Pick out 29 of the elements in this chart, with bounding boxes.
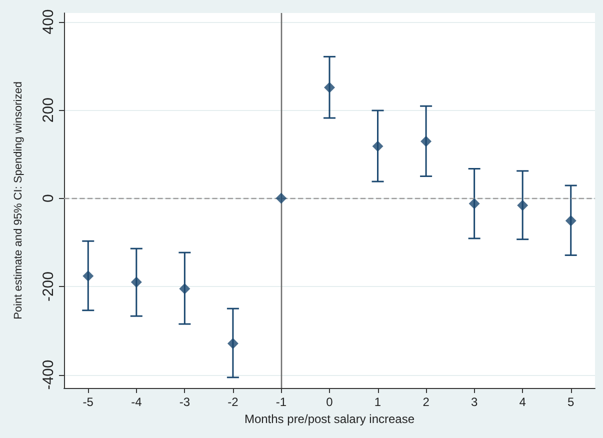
y-tick-label: 200 [40,98,57,123]
x-tick-label: 0 [326,395,334,409]
point [82,270,94,282]
point [565,215,576,226]
point [517,200,528,211]
point [372,140,384,152]
x-tick-label: -1 [276,395,287,409]
x-tick-label: 2 [422,395,430,409]
point [420,136,432,147]
x-tick-label: -4 [131,395,142,409]
x-tick-label: 1 [374,395,382,409]
y-tick-label: 400 [40,9,57,34]
y-tick-label: -400 [40,360,57,390]
x-tick-label: -5 [82,395,94,409]
y-axis-title: Point estimate and 95% CI: Spending winsorized [12,82,24,320]
x-tick-label: 3 [470,395,478,409]
y-tick-label: -200 [40,272,57,302]
x-tick-label: 5 [568,395,575,409]
x-tick-label: -3 [179,395,190,409]
y-tick-label: 0 [40,194,57,202]
x-tick-label: -2 [228,395,239,409]
x-axis-title: Months pre/post salary increase [244,412,415,426]
point [130,276,142,288]
point [227,338,238,349]
point [179,283,190,294]
x-tick-label: 4 [519,395,526,409]
point [468,198,480,210]
point [324,82,335,94]
point [276,192,287,204]
